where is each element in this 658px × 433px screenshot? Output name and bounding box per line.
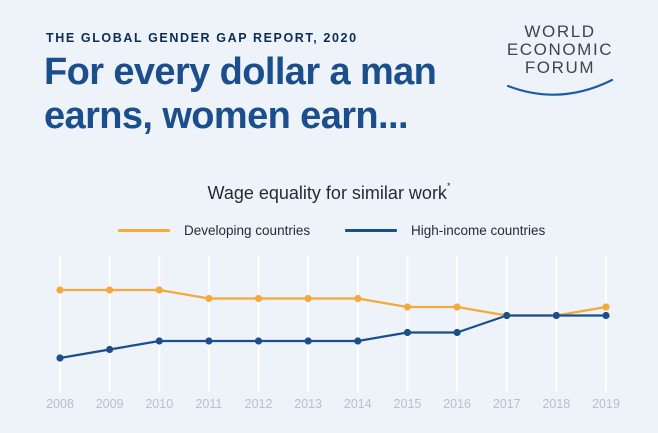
chart-title: Wage equality for similar work* [0, 181, 658, 204]
data-point-developing-countries-2015 [403, 303, 412, 311]
data-point-developing-countries-2008 [56, 286, 64, 294]
data-point-developing-countries-2010 [155, 286, 163, 294]
x-tick-label-2014: 2014 [344, 397, 372, 411]
data-point-high-income-countries-2013 [304, 337, 312, 345]
data-point-developing-countries-2012 [254, 294, 263, 303]
logo-word-forum: FORUM [524, 58, 596, 77]
data-point-high-income-countries-2014 [354, 337, 362, 345]
data-point-high-income-countries-2011 [205, 337, 213, 345]
x-tick-label-2019: 2019 [592, 397, 620, 411]
logo-arc-icon [506, 78, 614, 96]
x-tick-label-2012: 2012 [245, 397, 273, 411]
wef-logo: WORLD ECONOMIC FORUM [490, 22, 630, 102]
legend-item-high-income: High-income countries [345, 221, 545, 239]
series-line-developing-countries [60, 288, 607, 317]
legend-label-developing: Developing countries [184, 222, 311, 238]
x-tick-label-2011: 2011 [195, 397, 222, 411]
legend-label-high-income: High-income countries [411, 222, 546, 238]
data-point-high-income-countries-2017 [503, 311, 511, 320]
data-point-high-income-countries-2010 [155, 337, 163, 345]
x-axis-ticks: 2008 2009 2010 2011 2012 2013 2014 2015 2016 2017… [46, 397, 620, 411]
data-point-developing-countries-2016 [453, 303, 461, 311]
chart-title-text: Wage equality for similar work [207, 183, 447, 203]
x-tick-label-2016: 2016 [443, 397, 471, 411]
series-lines [59, 288, 607, 360]
data-point-high-income-countries-2015 [403, 328, 412, 337]
legend-item-developing: Developing countries [118, 221, 310, 239]
legend-swatch-high-income [345, 228, 397, 232]
page-title: For every dollar a man earns, women earn… [44, 51, 437, 137]
logo-word-world: WORLD [524, 22, 596, 41]
data-point-developing-countries-2013 [304, 294, 312, 303]
data-point-high-income-countries-2019 [602, 311, 610, 320]
x-tick-label-2013: 2013 [294, 397, 322, 411]
data-point-high-income-countries-2012 [254, 337, 263, 345]
x-tick-label-2018: 2018 [542, 397, 570, 411]
x-tick-label-2010: 2010 [145, 397, 173, 411]
x-tick-label-2015: 2015 [394, 397, 422, 411]
x-tick-label-2008: 2008 [46, 397, 74, 411]
series-line-high-income-countries [59, 314, 606, 360]
gridlines [59, 256, 607, 392]
logo-word-economic: ECONOMIC [506, 40, 614, 59]
data-point-developing-countries-2014 [354, 294, 362, 303]
data-point-developing-countries-2019 [602, 303, 610, 311]
data-point-high-income-countries-2016 [453, 328, 461, 337]
data-points [56, 286, 610, 362]
chart-title-footnote-marker: * [446, 181, 451, 191]
data-point-high-income-countries-2009 [106, 345, 114, 354]
report-label: THE GLOBAL GENDER GAP REPORT, 2020 [46, 31, 358, 45]
data-point-high-income-countries-2008 [56, 354, 64, 362]
x-tick-label-2009: 2009 [96, 397, 124, 411]
data-point-developing-countries-2011 [205, 294, 213, 303]
data-point-developing-countries-2009 [106, 286, 114, 294]
data-point-high-income-countries-2018 [552, 311, 560, 320]
x-tick-label-2017: 2017 [493, 397, 521, 411]
legend-swatch-developing [118, 228, 170, 232]
